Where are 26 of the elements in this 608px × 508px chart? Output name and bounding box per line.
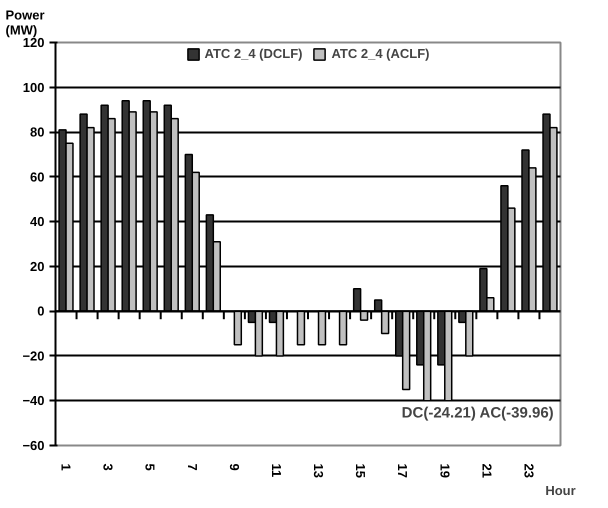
y-tick-label: 60 (30, 169, 45, 184)
legend-label: ATC 2_4 (ACLF) (332, 46, 430, 61)
x-tick-label: 5 (142, 464, 158, 471)
y-tick-label: 20 (30, 258, 45, 274)
x-axis-title: Hour (545, 482, 576, 498)
y-tick-label: −60 (22, 438, 45, 453)
x-tick-label: 23 (521, 464, 536, 478)
x-tick-label: 7 (184, 464, 200, 471)
y-tick-label: 100 (22, 80, 45, 95)
x-tick-label: 17 (395, 464, 410, 478)
y-tick-label: 0 (37, 304, 45, 319)
x-tick-label: 11 (268, 464, 284, 478)
y-axis-title: Power (MW) (6, 8, 45, 38)
legend-label: ATC 2_4 (DCLF) (204, 46, 302, 61)
x-tick-label: 1 (58, 464, 74, 471)
x-tick-label: 21 (479, 464, 494, 478)
x-tick-label: 3 (100, 464, 116, 471)
y-tick-label: −40 (22, 393, 45, 408)
x-tick-label: 15 (353, 464, 368, 478)
x-tick-label: 13 (311, 464, 326, 478)
x-tick-label: 19 (437, 464, 452, 478)
y-tick-label: 40 (30, 214, 45, 230)
annotation: DC(-24.21) AC(-39.96) (402, 404, 554, 422)
y-tick-label: 80 (30, 124, 45, 140)
y-tick-label: −20 (22, 348, 45, 364)
x-tick-label: 9 (226, 464, 242, 471)
